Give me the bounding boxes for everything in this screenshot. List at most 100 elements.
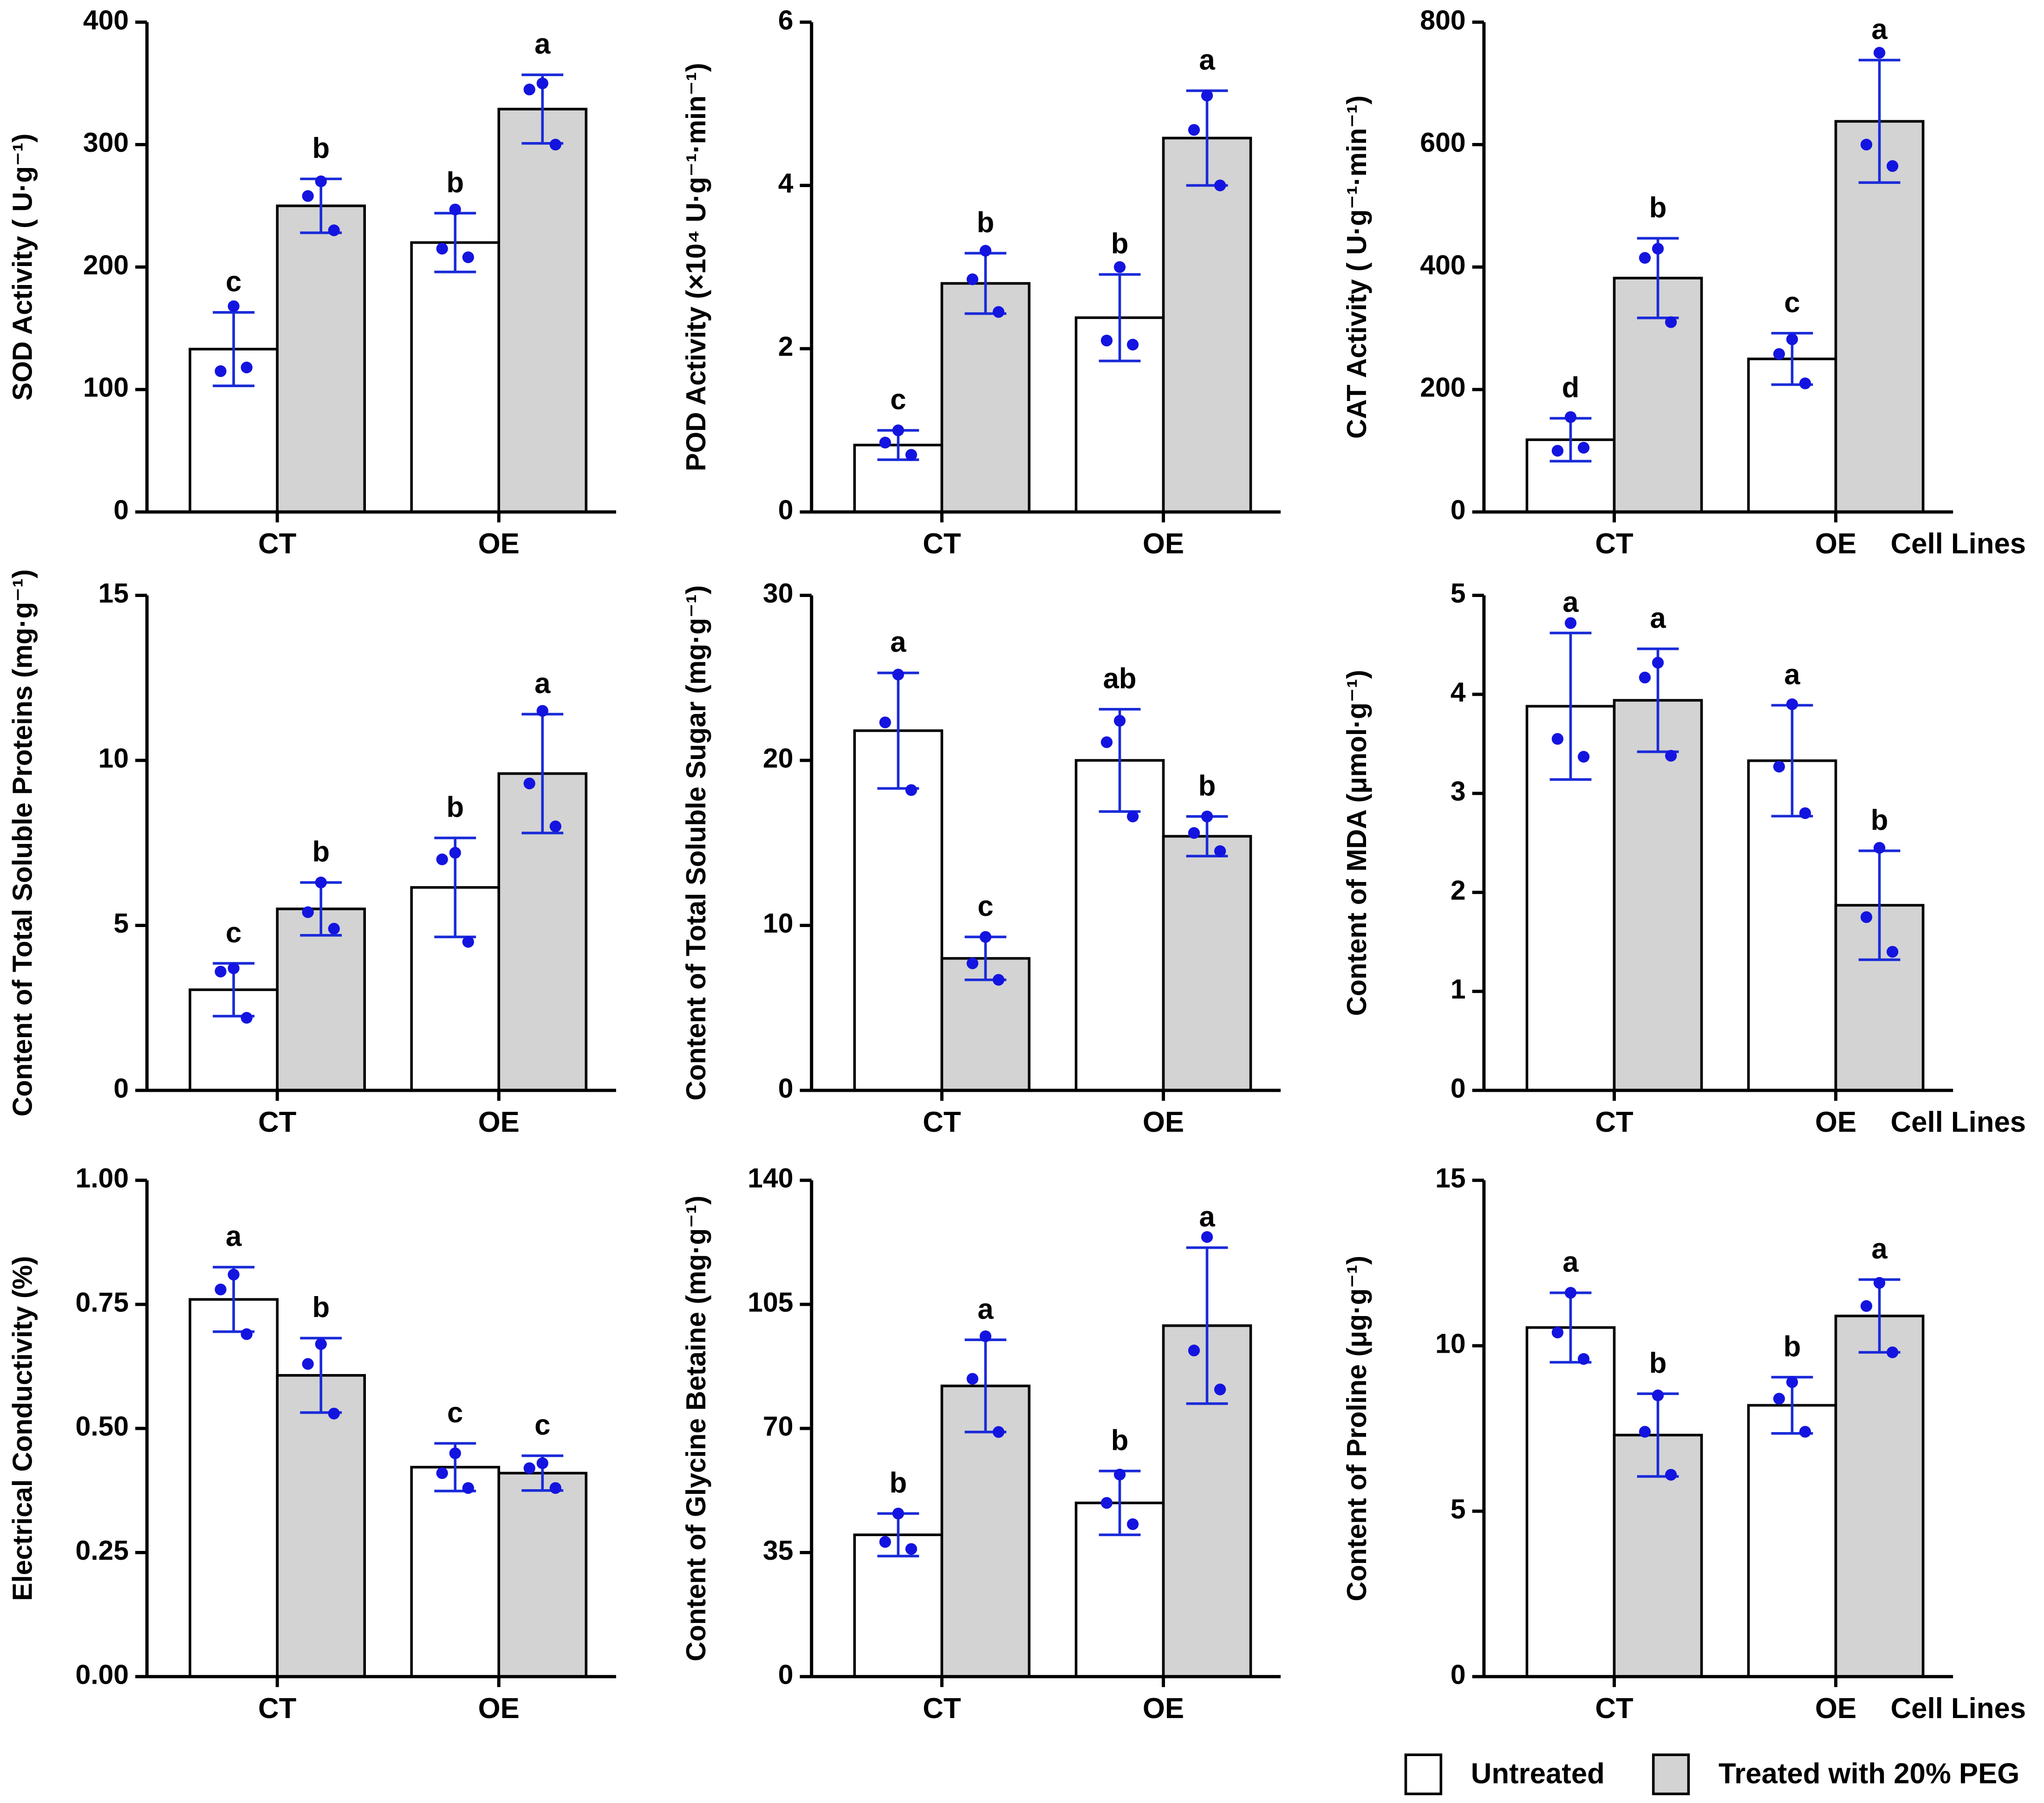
- y-tick-label: 800: [1420, 5, 1465, 35]
- data-point: [1639, 1426, 1651, 1438]
- bar: [1747, 1404, 1837, 1678]
- data-point: [302, 906, 314, 918]
- significance-label: a: [1562, 586, 1579, 618]
- y-tick-label: 5: [113, 908, 129, 939]
- data-point: [979, 1330, 992, 1343]
- data-point: [1665, 316, 1677, 328]
- data-point: [1126, 338, 1139, 351]
- data-point: [905, 449, 918, 461]
- data-point: [1786, 698, 1798, 710]
- data-point: [992, 306, 1005, 318]
- data-point: [1126, 1518, 1139, 1531]
- bar: [940, 1384, 1031, 1678]
- bar: [1834, 1315, 1925, 1678]
- y-tick-label: 600: [1420, 128, 1465, 158]
- bar: [410, 1466, 501, 1678]
- data-point: [1773, 348, 1785, 360]
- data-point: [1113, 715, 1126, 727]
- significance-label: ab: [1103, 662, 1136, 694]
- data-point: [1652, 243, 1664, 255]
- data-point: [1551, 1326, 1564, 1339]
- significance-label: a: [977, 1293, 994, 1325]
- data-point: [449, 1447, 461, 1459]
- bar: [1162, 136, 1252, 513]
- data-point: [892, 1507, 905, 1520]
- y-axis-label: Content of Total Soluble Proteins (mg·g⁻…: [7, 569, 38, 1116]
- y-axis-label: Content of Total Soluble Sugar (mg·g⁻¹): [681, 585, 711, 1101]
- data-point: [992, 974, 1005, 986]
- y-tick-label: 4: [1451, 677, 1466, 707]
- data-point: [905, 784, 918, 796]
- y-tick-label: 20: [763, 744, 794, 774]
- x-tick-label: CT: [1595, 528, 1634, 560]
- significance-label: c: [977, 890, 993, 922]
- data-point: [228, 300, 240, 312]
- data-point: [1551, 445, 1564, 457]
- y-tick-label: 200: [83, 250, 129, 280]
- data-point: [436, 1467, 448, 1479]
- data-point: [549, 138, 561, 151]
- data-point: [449, 847, 461, 859]
- y-tick-label: 0: [778, 495, 794, 525]
- y-tick-label: 6: [778, 5, 794, 35]
- y-tick-label: 35: [763, 1536, 794, 1566]
- y-tick-label: 3: [1451, 777, 1466, 807]
- data-point: [536, 77, 548, 90]
- bar: [853, 1533, 944, 1678]
- bar: [497, 108, 588, 513]
- data-point: [1665, 750, 1677, 762]
- x-tick-label: CT: [258, 1693, 297, 1725]
- bar: [410, 241, 501, 513]
- data-point: [1860, 1300, 1873, 1312]
- data-point: [1214, 179, 1226, 192]
- data-point: [1786, 333, 1798, 345]
- significance-label: b: [312, 132, 330, 164]
- bar: [276, 204, 366, 513]
- data-point: [449, 203, 461, 215]
- data-point: [241, 361, 253, 374]
- y-tick-label: 15: [98, 578, 129, 609]
- x-tick-label: OE: [1815, 528, 1856, 560]
- data-point: [315, 1338, 327, 1350]
- y-axis-label: Content of Glycine Betaine (mg·g⁻¹): [681, 1196, 711, 1661]
- data-point: [992, 1426, 1005, 1438]
- y-axis-label: Content of MDA (μmol·g⁻¹): [1342, 670, 1372, 1016]
- data-point: [966, 273, 978, 285]
- y-tick-label: 400: [1420, 250, 1465, 280]
- x-tick-label: OE: [478, 1106, 520, 1138]
- data-point: [1564, 617, 1577, 629]
- data-point: [1126, 811, 1139, 823]
- y-tick-label: 0: [778, 1073, 794, 1103]
- data-point: [1799, 377, 1811, 389]
- y-tick-label: 2: [778, 332, 794, 362]
- bar: [1834, 120, 1925, 513]
- y-tick-label: 2: [1451, 876, 1466, 906]
- x-tick-label: OE: [1815, 1106, 1856, 1138]
- x-tick-label: CT: [258, 528, 297, 560]
- data-point: [1201, 90, 1213, 102]
- data-point: [228, 962, 240, 974]
- significance-label: c: [226, 917, 241, 949]
- y-tick-label: 0: [113, 1073, 129, 1103]
- y-axis-label: CAT Activity ( U·g⁻¹·min⁻¹): [1342, 95, 1372, 439]
- significance-label: c: [890, 384, 906, 416]
- data-point: [905, 1543, 918, 1555]
- bar: [1162, 835, 1252, 1092]
- y-tick-label: 5: [1451, 1494, 1466, 1524]
- data-point: [462, 251, 474, 263]
- data-point: [1577, 751, 1590, 763]
- y-tick-label: 0: [778, 1660, 794, 1690]
- y-axis-label: POD Activity (×10⁴ U·g⁻¹·min⁻¹): [681, 63, 711, 471]
- data-point: [1887, 160, 1899, 172]
- data-point: [892, 668, 905, 681]
- data-point: [228, 1269, 240, 1281]
- significance-label: b: [312, 1291, 330, 1323]
- data-point: [966, 957, 978, 969]
- y-axis-label: Content of Proline (μg·g⁻¹): [1342, 1256, 1372, 1602]
- data-point: [1188, 1344, 1200, 1356]
- data-point: [1100, 334, 1113, 347]
- data-point: [1773, 1393, 1785, 1405]
- legend-swatch: [1404, 1753, 1443, 1796]
- data-point: [523, 84, 535, 96]
